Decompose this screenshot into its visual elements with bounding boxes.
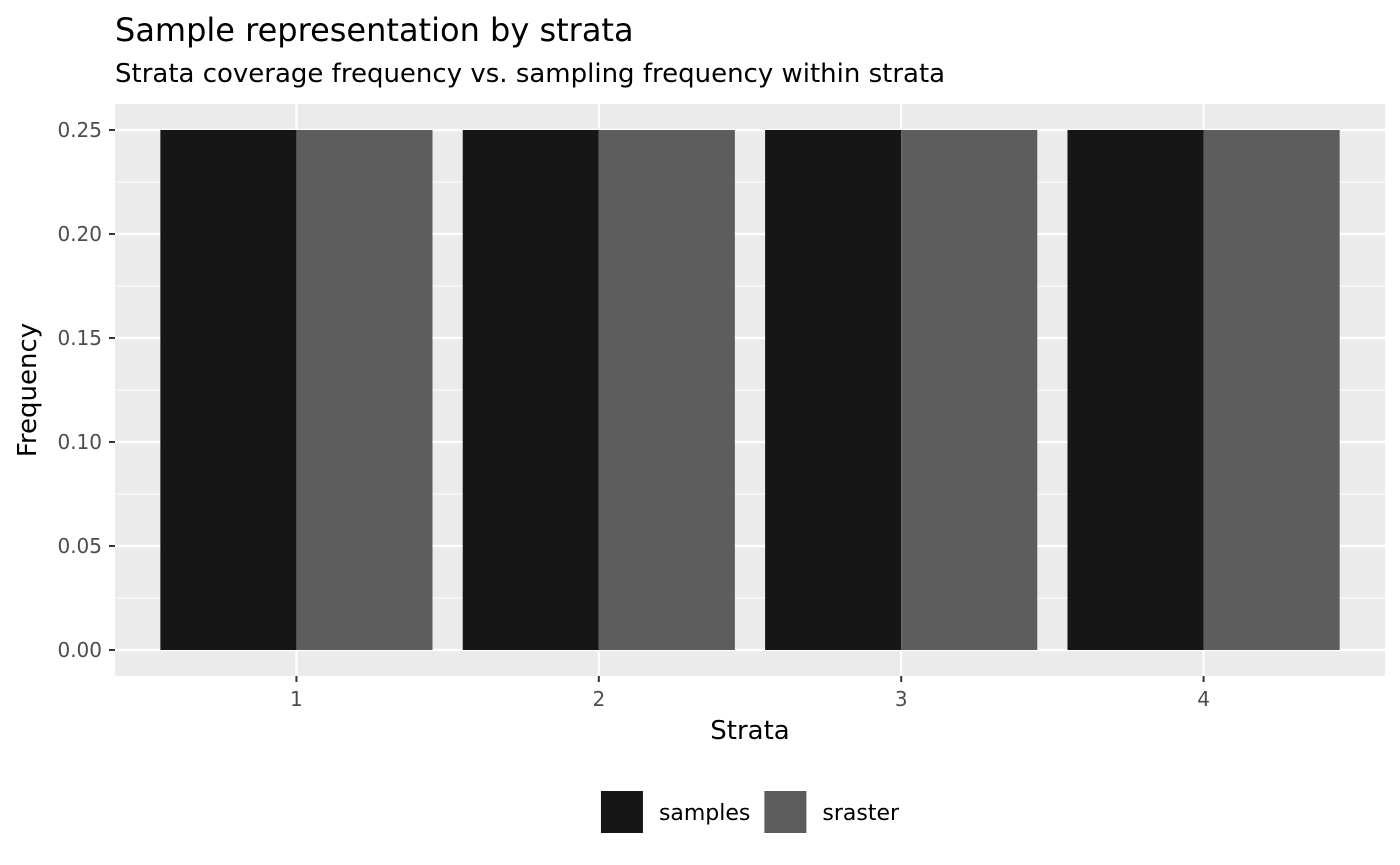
bar-sraster-2: [598, 130, 735, 650]
y-tick-label: 0.20: [57, 222, 102, 246]
legend-label-samples: samples: [659, 801, 750, 826]
bar-samples-4: [1067, 130, 1204, 650]
x-axis-title: Strata: [710, 716, 789, 746]
y-tick-label: 0.05: [57, 534, 102, 558]
y-axis: 0.00 0.05 0.10 0.15 0.20 0.25: [57, 118, 115, 662]
bars: [160, 130, 1340, 650]
legend-key-samples: [600, 791, 643, 833]
bar-sraster-3: [901, 130, 1038, 650]
bar-samples-1: [160, 130, 297, 650]
chart-subtitle: Strata coverage frequency vs. sampling f…: [115, 59, 945, 89]
bar-samples-2: [462, 130, 599, 650]
bar-sraster-1: [296, 130, 433, 650]
bar-samples-3: [765, 130, 902, 650]
x-tick-label: 4: [1197, 687, 1210, 711]
y-tick-label: 0.10: [57, 430, 102, 454]
x-axis: 1 2 3 4: [290, 676, 1210, 711]
y-tick-label: 0.00: [57, 638, 102, 662]
legend: samples sraster: [600, 791, 900, 833]
y-tick-label: 0.25: [57, 118, 102, 142]
y-axis-title: Frequency: [13, 323, 43, 457]
x-tick-label: 1: [290, 687, 303, 711]
x-tick-label: 2: [592, 687, 605, 711]
legend-label-sraster: sraster: [822, 801, 900, 826]
legend-key-sraster: [764, 791, 807, 833]
chart-title: Sample representation by strata: [115, 11, 634, 49]
y-tick-label: 0.15: [57, 326, 102, 350]
x-tick-label: 3: [895, 687, 908, 711]
bar-sraster-4: [1203, 130, 1340, 650]
